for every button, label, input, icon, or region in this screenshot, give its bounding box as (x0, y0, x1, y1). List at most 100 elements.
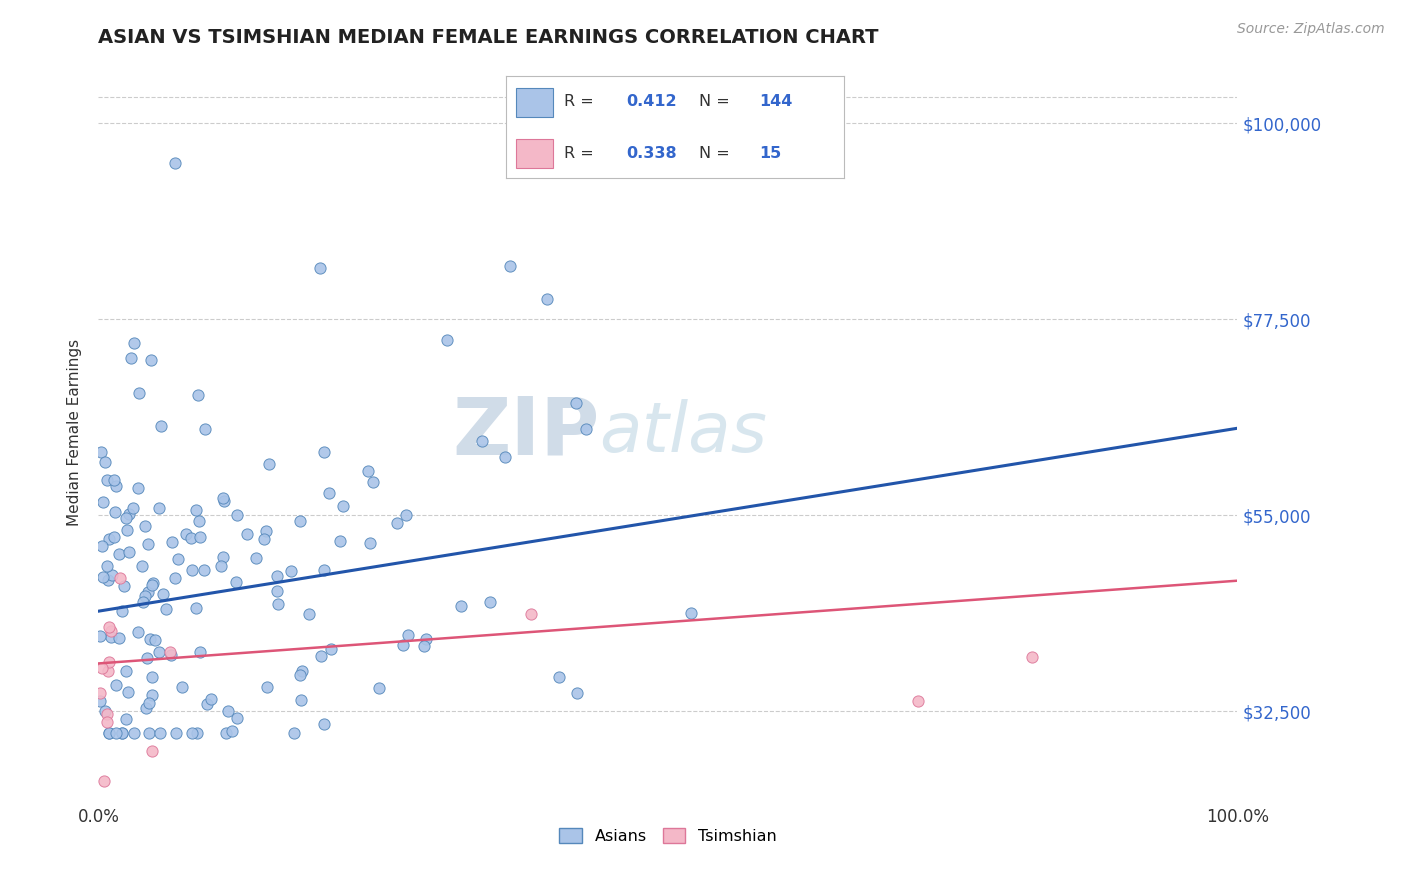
Point (174, 526, 197, 541)
Point (91, 539, 114, 553)
Point (212, 494, 235, 508)
Point (97, 726, 120, 740)
Point (225, 574, 247, 589)
Text: N =: N = (699, 145, 734, 161)
Point (131, 558, 153, 573)
Point (367, 681, 389, 696)
Text: 0.338: 0.338 (626, 145, 676, 161)
Point (141, 578, 163, 592)
Point (288, 514, 311, 528)
Point (309, 649, 332, 664)
Point (225, 508, 247, 523)
Point (450, 599, 472, 614)
Point (499, 259, 522, 273)
Point (96, 707, 118, 722)
Point (254, 524, 277, 538)
Point (520, 607, 543, 621)
Point (357, 464, 380, 478)
Point (215, 726, 238, 740)
Point (142, 575, 165, 590)
Point (108, 571, 131, 585)
Point (494, 450, 516, 465)
Point (96, 559, 118, 574)
Point (267, 597, 290, 611)
Point (118, 544, 141, 558)
Point (187, 514, 209, 528)
Point (97, 620, 120, 634)
Point (115, 664, 138, 678)
Text: 0.412: 0.412 (626, 95, 676, 110)
Point (309, 260, 332, 275)
Point (193, 563, 215, 577)
Point (100, 624, 122, 639)
Point (396, 628, 419, 642)
Point (89, 686, 111, 700)
Point (103, 530, 125, 544)
Point (297, 607, 319, 621)
Point (236, 526, 259, 541)
Point (136, 537, 159, 551)
Point (110, 726, 132, 740)
Point (361, 475, 384, 489)
Point (359, 536, 381, 550)
Point (89, 694, 111, 708)
Point (135, 700, 157, 714)
Point (139, 353, 162, 368)
Point (148, 500, 170, 515)
Point (180, 531, 202, 545)
Point (200, 692, 222, 706)
Point (318, 486, 340, 500)
Text: ASIAN VS TSIMSHIAN MEDIAN FEMALE EARNINGS CORRELATION CHART: ASIAN VS TSIMSHIAN MEDIAN FEMALE EARNING… (98, 28, 879, 47)
Point (110, 604, 132, 618)
Point (159, 645, 181, 659)
Point (209, 558, 232, 573)
Point (245, 550, 267, 565)
Point (89, 629, 111, 643)
Point (112, 579, 135, 593)
Point (127, 624, 149, 639)
Point (149, 726, 172, 740)
Point (221, 723, 243, 738)
Point (136, 651, 159, 665)
Point (291, 665, 314, 679)
Text: atlas: atlas (599, 399, 768, 467)
Point (385, 516, 408, 530)
Point (256, 680, 278, 694)
Point (141, 743, 163, 757)
Point (329, 534, 352, 549)
Point (103, 473, 125, 487)
Point (257, 458, 280, 472)
Point (111, 726, 134, 740)
Point (91, 495, 114, 509)
Point (163, 571, 186, 585)
Point (312, 563, 335, 577)
Point (162, 535, 184, 549)
Point (679, 606, 702, 620)
Text: 144: 144 (759, 95, 793, 110)
Point (115, 510, 138, 524)
Point (412, 640, 434, 654)
Point (101, 568, 124, 582)
Point (108, 547, 131, 561)
Point (148, 645, 170, 659)
Point (143, 633, 166, 648)
Point (134, 589, 156, 603)
Point (575, 422, 598, 436)
Point (97, 574, 120, 588)
Point (97, 655, 120, 669)
Point (100, 630, 122, 644)
Point (163, 155, 186, 169)
Point (152, 587, 174, 601)
Point (96, 715, 118, 730)
Point (108, 631, 131, 645)
Point (536, 292, 558, 306)
Point (132, 595, 155, 609)
Point (283, 726, 305, 740)
Point (186, 726, 208, 740)
Point (90, 445, 112, 459)
Point (138, 726, 160, 740)
Point (121, 500, 143, 515)
Point (155, 602, 177, 616)
Point (118, 507, 141, 521)
Point (122, 726, 145, 740)
